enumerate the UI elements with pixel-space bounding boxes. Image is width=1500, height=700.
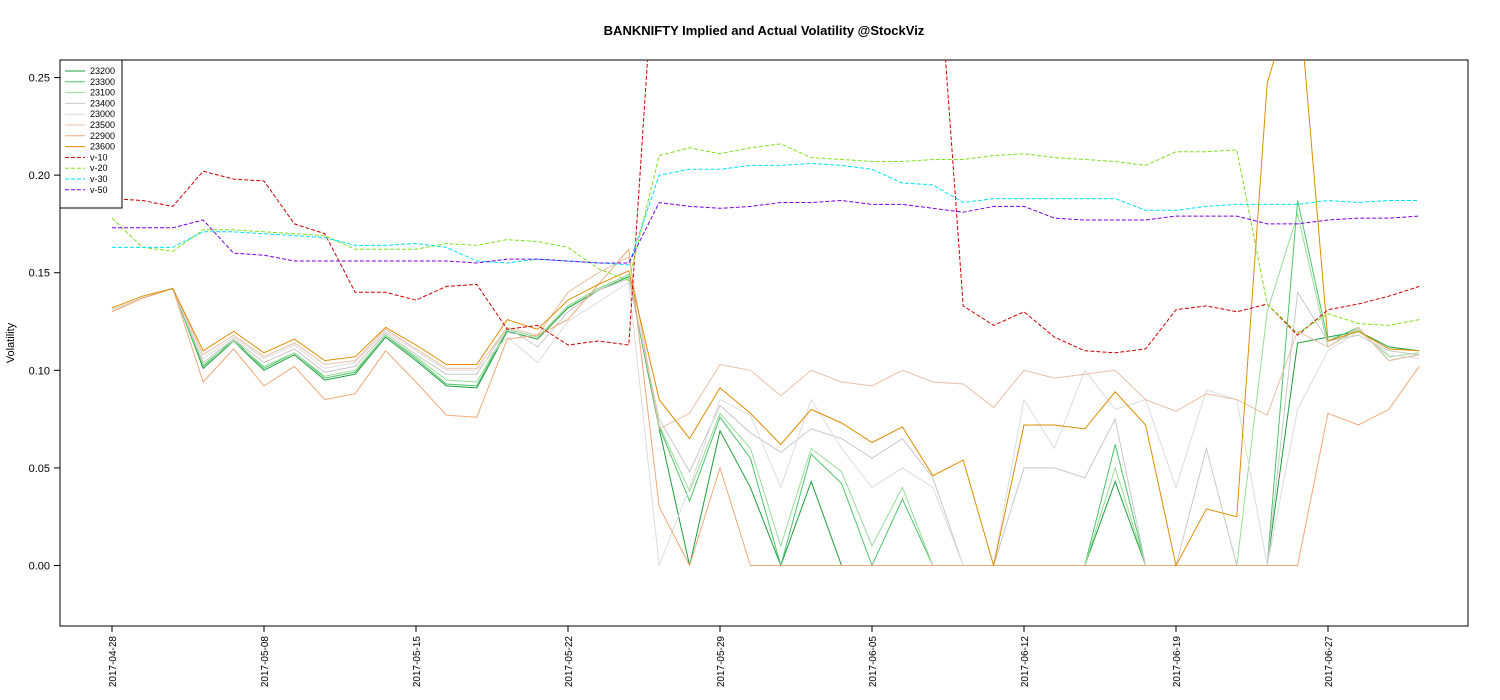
legend-label: 23500 (90, 120, 115, 130)
x-tick-label: 2017-05-22 (564, 636, 575, 688)
y-tick-label: 0.10 (29, 365, 50, 377)
legend-label: 23300 (90, 77, 115, 87)
series-line (112, 199, 1420, 264)
x-tick-label: 2017-06-19 (1172, 636, 1183, 688)
x-tick-label: 2017-06-27 (1324, 636, 1335, 688)
chart-title: BANKNIFTY Implied and Actual Volatility … (604, 23, 925, 38)
series-line (112, 162, 1420, 266)
legend-label: 23400 (90, 98, 115, 108)
y-axis-label: Volatility (5, 322, 17, 363)
y-tick-label: 0.05 (29, 463, 50, 475)
series-line (111, 143, 1420, 334)
x-tick-label: 2017-05-15 (412, 636, 423, 688)
legend-box (59, 59, 123, 209)
plot-frame (59, 59, 1469, 627)
x-tick-label: 2017-06-05 (868, 636, 879, 688)
legend: 2320023300231002340023000235002290023600… (59, 59, 123, 209)
y-tick-label: 0.00 (29, 560, 50, 572)
series-line (111, 256, 1420, 430)
plot-lines (111, 60, 1420, 568)
legend-label: v-20 (90, 163, 108, 173)
legend-label: 23600 (90, 142, 115, 152)
series-line (111, 277, 1420, 566)
legend-label: v-50 (90, 185, 108, 195)
x-tick-label: 2017-05-29 (716, 636, 727, 688)
x-tick-label: 2017-06-12 (1020, 636, 1031, 688)
x-tick-label: 2017-05-08 (260, 636, 271, 688)
legend-label: v-30 (90, 174, 108, 184)
y-tick-label: 0.15 (29, 268, 50, 280)
series-line (111, 281, 1420, 566)
y-tick-label: 0.25 (29, 73, 50, 85)
legend-label: 22900 (90, 131, 115, 141)
legend-label: 23000 (90, 109, 115, 119)
series-line (111, 60, 1420, 567)
legend-label: 23100 (90, 88, 115, 98)
legend-label: 23200 (90, 66, 115, 76)
series-line (111, 248, 1420, 567)
y-tick-label: 0.20 (29, 170, 50, 182)
series-line (111, 60, 1420, 354)
x-tick-label: 2017-04-28 (108, 636, 119, 688)
legend-label: v-10 (90, 152, 108, 162)
series-line (111, 275, 1420, 567)
